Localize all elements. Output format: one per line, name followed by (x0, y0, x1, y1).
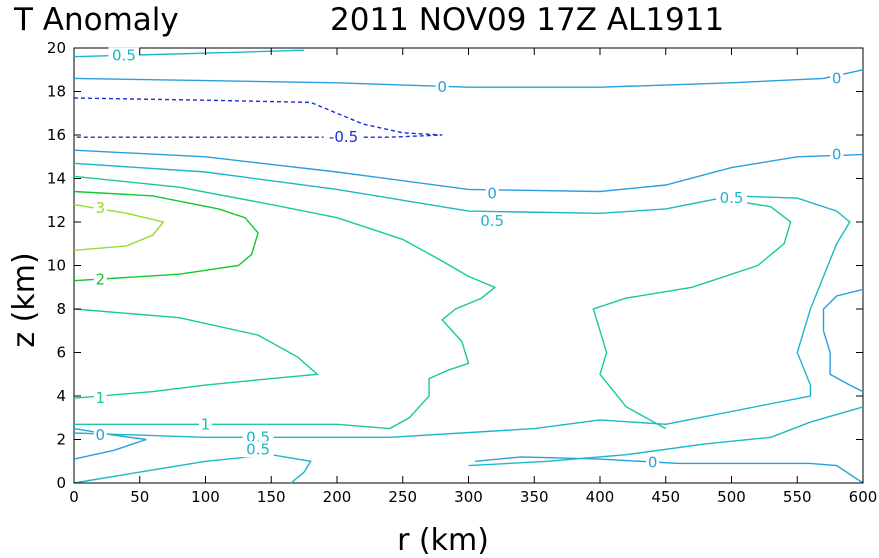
y-tick-label: 14 (47, 170, 66, 188)
contour-label-bg (242, 441, 274, 458)
contour-line (73, 97, 443, 138)
contour-line (73, 149, 864, 193)
y-tick-label: 8 (56, 300, 66, 318)
contour-label: 0 (96, 426, 106, 444)
contour-label: 0.5 (246, 440, 270, 458)
x-tick-label: 450 (651, 488, 680, 506)
plot-frame (73, 47, 864, 484)
y-tick-label: 4 (56, 387, 66, 405)
x-tick-label: 200 (323, 488, 352, 506)
contour-label-bg (93, 427, 107, 444)
contour-line (73, 69, 864, 88)
y-tick-label: 2 (56, 431, 66, 449)
contour-label-bg (830, 70, 844, 87)
contour-line (592, 199, 792, 430)
contour-label-bg (93, 390, 107, 407)
x-tick-label: 100 (191, 488, 220, 506)
contour-line (822, 288, 864, 393)
contour-label: 0 (648, 453, 658, 471)
x-tick-label: 150 (257, 488, 286, 506)
contour-label: 2 (96, 271, 106, 289)
contour-label-bg (435, 79, 449, 96)
y-tick-label: 6 (56, 344, 66, 362)
x-tick-label: 600 (849, 488, 878, 506)
x-tick-label: 250 (388, 488, 417, 506)
contour-line (468, 406, 864, 467)
y-tick-label: 20 (47, 39, 66, 57)
chart-title-right: 2011 NOV09 17Z AL1911 (330, 2, 724, 38)
contour-label-bg (646, 454, 660, 471)
x-tick-label: 400 (586, 488, 615, 506)
chart-title-left: T Anomaly (13, 2, 179, 38)
contour-line (73, 175, 497, 430)
contour-line (475, 456, 864, 484)
contour-label-bg (716, 190, 747, 207)
x-tick-label: 550 (783, 488, 812, 506)
y-tick-label: 12 (47, 213, 66, 231)
y-tick-label: 10 (47, 257, 66, 275)
y-tick-label: 16 (47, 126, 66, 144)
contour-line (73, 453, 312, 484)
x-axis-label: r (km) (397, 523, 489, 558)
contour-label: 0.5 (480, 212, 504, 230)
contour-label: 1 (201, 415, 211, 433)
y-axis-label: z (km) (7, 252, 42, 347)
contour-label: 0 (437, 78, 447, 96)
contour-label: 1 (96, 389, 106, 407)
x-axis: 0 50 100 150 200 250 300 350 400 450 500 550 600 (69, 48, 877, 506)
x-tick-label: 350 (520, 488, 549, 506)
contour-label-bg (93, 271, 107, 288)
contour-label: 0 (832, 69, 842, 87)
contour-label-bg (93, 199, 107, 216)
contour-line (73, 203, 165, 251)
contour-label: 0 (487, 185, 497, 203)
contour-label-bg (199, 416, 212, 433)
contour-label: -0.5 (329, 128, 358, 146)
contour-line (73, 162, 851, 438)
contour-label: 0.5 (112, 47, 136, 65)
contour-label: 3 (96, 199, 106, 217)
contour-label-bg (108, 47, 140, 64)
x-tick-label: 500 (717, 488, 746, 506)
contour-line (73, 308, 319, 399)
contour-label-bg (476, 212, 508, 229)
contour-label: 0.5 (720, 189, 744, 207)
contour-label-bg (485, 185, 499, 202)
contour-label-bg (830, 146, 844, 163)
x-tick-label: 0 (69, 488, 79, 506)
contour-line (73, 190, 259, 282)
contour-label: 0 (832, 146, 842, 164)
x-tick-label: 50 (130, 488, 149, 506)
y-tick-label: 0 (56, 474, 66, 492)
x-tick-label: 300 (454, 488, 483, 506)
contour-label-bg (323, 129, 364, 146)
y-tick-label: 18 (47, 83, 66, 101)
contour-lines (73, 49, 864, 484)
